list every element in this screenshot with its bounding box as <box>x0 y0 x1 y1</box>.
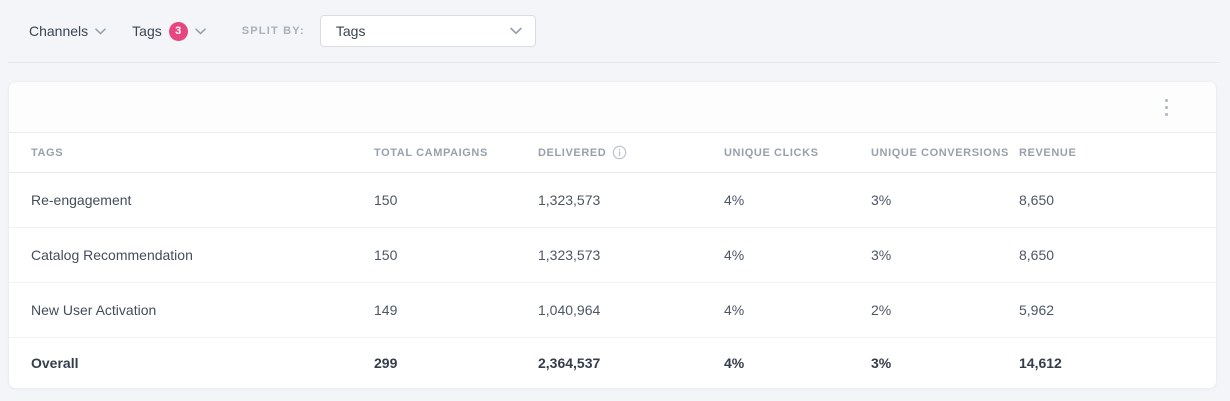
split-by-selected-value: Tags <box>335 23 366 39</box>
cell-delivered: 1,040,964 <box>538 302 601 318</box>
table-row-overall: Overall 299 2,364,537 4% 3% 14,612 <box>9 338 1216 388</box>
split-by-select[interactable]: Tags <box>319 15 536 47</box>
cell-delivered: 1,323,573 <box>538 247 601 263</box>
column-header-tags: Tags <box>31 146 64 159</box>
cell-revenue: 8,650 <box>1019 192 1055 208</box>
cell-total-campaigns: 149 <box>374 302 398 318</box>
chevron-down-icon <box>510 27 522 35</box>
tags-filter-label: Tags <box>132 23 162 39</box>
cell-unique-clicks: 4% <box>724 192 745 208</box>
divider <box>8 62 1219 63</box>
column-header-total-campaigns: Total Campaigns <box>374 146 488 159</box>
table-row: New User Activation 149 1,040,964 4% 2% … <box>9 283 1216 338</box>
info-icon[interactable] <box>612 145 627 160</box>
tags-filter[interactable]: Tags 3 <box>132 21 206 41</box>
cell-unique-clicks: 4% <box>724 247 745 263</box>
cell-tag: Re-engagement <box>31 192 132 208</box>
column-header-unique-conversions: Unique Conversions <box>871 146 1009 159</box>
table-header: Tags Total Campaigns Delivered Unique Cl… <box>9 133 1216 173</box>
chevron-down-icon <box>95 27 106 34</box>
cell-revenue: 8,650 <box>1019 247 1055 263</box>
cell-unique-conversions: 3% <box>871 192 892 208</box>
column-header-revenue: Revenue <box>1019 146 1077 159</box>
cell-total-campaigns: 150 <box>374 192 398 208</box>
table-row: Re-engagement 150 1,323,573 4% 3% 8,650 <box>9 173 1216 228</box>
cell-tag: Catalog Recommendation <box>31 247 193 263</box>
channels-filter[interactable]: Channels <box>29 23 106 39</box>
card-toolbar <box>9 82 1216 133</box>
cell-revenue: 5,962 <box>1019 302 1055 318</box>
cell-unique-clicks: 4% <box>724 302 745 318</box>
cell-delivered: 1,323,573 <box>538 192 601 208</box>
cell-unique-conversions: 3% <box>871 247 892 263</box>
table-row: Catalog Recommendation 150 1,323,573 4% … <box>9 228 1216 283</box>
cell-delivered: 2,364,537 <box>538 355 601 371</box>
cell-unique-conversions: 3% <box>871 355 892 371</box>
filter-bar: Channels Tags 3 SPLIT BY: Tags <box>0 0 1230 62</box>
column-header-delivered: Delivered <box>538 145 724 160</box>
cell-tag: New User Activation <box>31 302 157 318</box>
cell-total-campaigns: 150 <box>374 247 398 263</box>
cell-tag: Overall <box>31 355 79 371</box>
column-header-unique-clicks: Unique Clicks <box>724 146 819 159</box>
report-card: Tags Total Campaigns Delivered Unique Cl… <box>8 81 1217 389</box>
tags-count-badge: 3 <box>168 21 188 41</box>
split-by-label: SPLIT BY: <box>241 25 305 37</box>
cell-unique-clicks: 4% <box>724 355 745 371</box>
kebab-menu-icon[interactable] <box>1161 95 1172 120</box>
cell-unique-conversions: 2% <box>871 302 892 318</box>
channels-filter-label: Channels <box>29 23 89 39</box>
chevron-down-icon <box>194 27 206 34</box>
cell-total-campaigns: 299 <box>374 355 398 371</box>
cell-revenue: 14,612 <box>1019 355 1062 371</box>
